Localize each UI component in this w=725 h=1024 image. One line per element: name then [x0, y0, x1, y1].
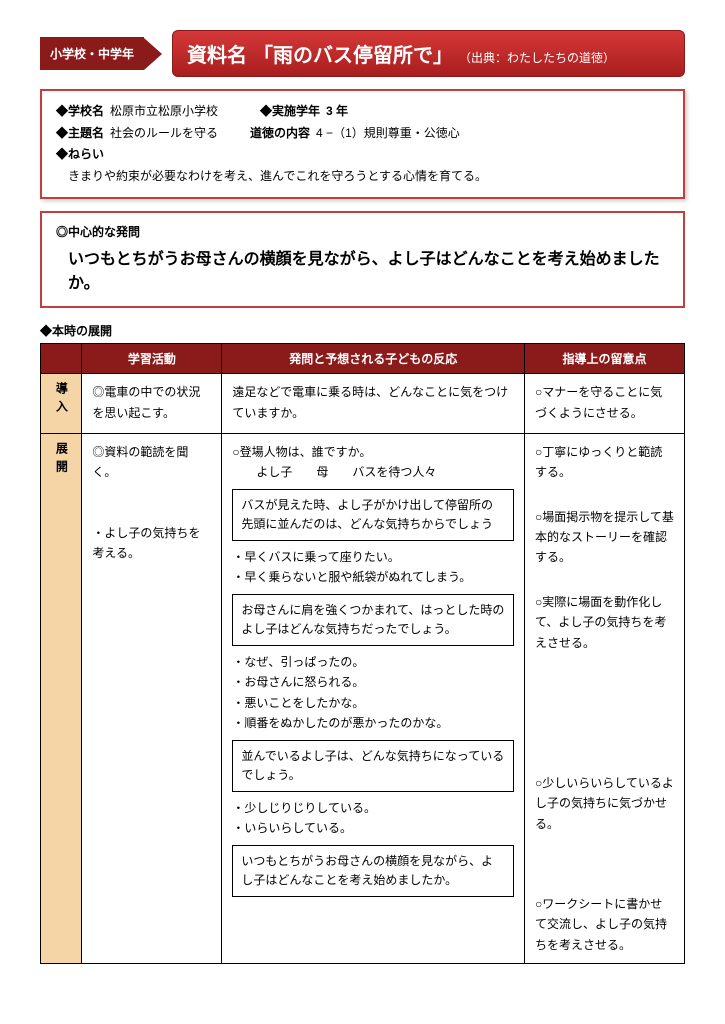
- title-bar: 資料名 「雨のバス停留所で」 （出典：わたしたちの道徳）: [172, 30, 685, 77]
- header-response: 発問と予想される子どもの反応: [222, 344, 525, 374]
- school-label: ◆学校名: [56, 101, 104, 123]
- dev-activity: ◎資料の範読を聞く。 ・よし子の気持ちを考える。: [82, 433, 222, 963]
- theme-label: ◆主題名: [56, 123, 104, 145]
- table-row: 導入 ◎電車の中での状況を思い起こす。 遠足などで電車に乗る時は、どんなことに気…: [41, 374, 685, 433]
- theme-value: 社会のルールを守る: [110, 123, 218, 145]
- arrow-icon: [144, 38, 162, 70]
- content-value: 4 −（1）規則尊重・公徳心: [316, 123, 460, 145]
- central-question-box: ◎中心的な発問 いつもとちがうお母さんの横顔を見ながら、よし子はどんなことを考え…: [40, 211, 685, 308]
- dev-label: 展開: [41, 433, 82, 963]
- question-frame: バスが見えた時、よし子がかけ出して停留所の先頭に並んだのは、どんな気持ちからでし…: [232, 489, 514, 541]
- header-notes: 指導上の留意点: [525, 344, 685, 374]
- question-frame: いつもとちがうお母さんの横顔を見ながら、よし子はどんなことを考え始めましたか。: [232, 845, 514, 897]
- header-activity: 学習活動: [82, 344, 222, 374]
- question-frame: 並んでいるよし子は、どんな気持ちになっているでしょう。: [232, 740, 514, 792]
- intro-activity: ◎電車の中での状況を思い起こす。: [82, 374, 222, 433]
- lesson-section-title: ◆本時の展開: [40, 322, 685, 339]
- dev-response: ○登場人物は、誰ですか。 よし子 母 バスを待つ人々 バスが見えた時、よし子がか…: [222, 433, 525, 963]
- grade-value: 3 年: [326, 101, 348, 123]
- header-row: 小学校・中学年 資料名 「雨のバス停留所で」 （出典：わたしたちの道徳）: [40, 30, 685, 77]
- title-main: 「雨のバス停留所で」: [253, 39, 453, 68]
- title-prefix: 資料名: [187, 39, 247, 68]
- aim-label: ◆ねらい: [56, 147, 104, 161]
- grade-label: ◆実施学年: [260, 101, 320, 123]
- central-question-text: いつもとちがうお母さんの横顔を見ながら、よし子はどんなことを考え始めましたか。: [56, 248, 669, 296]
- question-frame: お母さんに肩を強くつかまれて、はっとした時のよし子はどんな気持ちだったでしょう。: [232, 594, 514, 646]
- meta-box: ◆学校名 松原市立松原小学校 ◆実施学年 3 年 ◆主題名 社会のルールを守る …: [40, 89, 685, 199]
- intro-response: 遠足などで電車に乗る時は、どんなことに気をつけていますか。: [222, 374, 525, 433]
- level-tag: 小学校・中学年: [40, 37, 144, 70]
- title-source: （出典：わたしたちの道徳）: [459, 49, 615, 66]
- central-question-label: ◎中心的な発問: [56, 223, 669, 240]
- school-name: 松原市立松原小学校: [110, 101, 218, 123]
- content-label: 道徳の内容: [250, 123, 310, 145]
- dev-notes: ○丁寧にゆっくりと範読する。 ○場面掲示物を提示して基本的なストーリーを確認する…: [525, 433, 685, 963]
- aim-text: きまりや約束が必要なわけを考え、進んでこれを守ろうとする心情を育てる。: [56, 166, 669, 188]
- table-corner: [41, 344, 82, 374]
- table-row: 展開 ◎資料の範読を聞く。 ・よし子の気持ちを考える。 ○登場人物は、誰ですか。…: [41, 433, 685, 963]
- lesson-table: 学習活動 発問と予想される子どもの反応 指導上の留意点 導入 ◎電車の中での状況…: [40, 343, 685, 964]
- intro-notes: ○マナーを守ることに気づくようにさせる。: [525, 374, 685, 433]
- intro-label: 導入: [41, 374, 82, 433]
